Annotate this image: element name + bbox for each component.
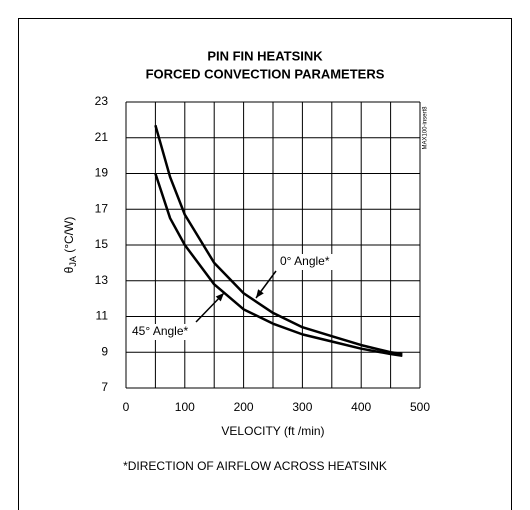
y-tick-label: 23: [95, 94, 109, 108]
x-tick-label: 400: [351, 400, 371, 414]
side-note: MAX100-insert8: [423, 106, 429, 150]
y-tick-label: 13: [95, 273, 109, 287]
y-tick-label: 21: [95, 130, 109, 144]
x-axis-label: VELOCITY (ft /min): [221, 424, 324, 438]
annotation: 45° Angle*: [132, 324, 189, 338]
y-axis-label: θJA (°C/W): [62, 217, 78, 274]
y-label-part: θ: [62, 266, 76, 273]
arrow-head: [215, 293, 224, 302]
footnote: *DIRECTION OF AIRFLOW ACROSS HEATSINK: [123, 459, 387, 473]
y-tick-label: 7: [101, 380, 108, 394]
x-tick-label: 300: [292, 400, 312, 414]
chart-title: PIN FIN HEATSINK: [207, 48, 323, 63]
arrow-head: [256, 289, 264, 298]
x-tick-label: 100: [175, 400, 195, 414]
label-bg: [129, 324, 203, 340]
annotation: 0° Angle*: [280, 254, 330, 268]
series-line: [154, 173, 403, 358]
y-tick-label: 11: [96, 309, 109, 323]
x-tick-label: 0: [123, 400, 130, 414]
x-tick-label: 500: [410, 400, 430, 414]
y-label-sub: JA: [68, 256, 78, 267]
y-tick-label: 19: [95, 166, 109, 180]
y-tick-label: 17: [95, 201, 109, 215]
y-label-part: (°C/W): [62, 217, 76, 256]
y-tick-label: 9: [101, 344, 108, 358]
label-bg: [276, 254, 356, 270]
x-tick-label: 200: [234, 400, 254, 414]
y-tick-label: 15: [95, 237, 109, 251]
frame: [18, 18, 512, 510]
series-line: [154, 124, 403, 356]
chart-title: FORCED CONVECTION PARAMETERS: [146, 66, 385, 81]
